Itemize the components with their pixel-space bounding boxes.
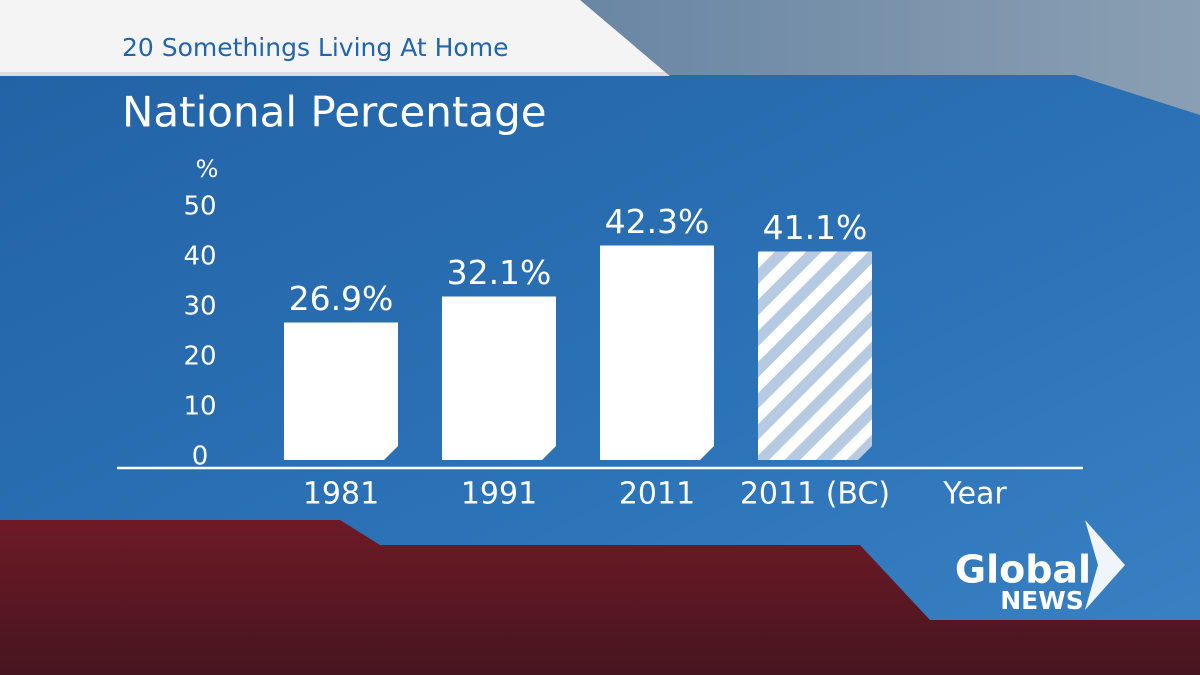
y-axis-label: %: [196, 155, 219, 183]
x-tick-label: 1991: [461, 477, 537, 512]
bar: [284, 322, 398, 460]
y-tick-label: 30: [183, 292, 216, 322]
logo-sub: NEWS: [1000, 586, 1084, 615]
value-label: 32.1%: [447, 253, 552, 292]
logo-name: Global: [955, 548, 1091, 592]
y-tick-label: 10: [183, 392, 216, 422]
subtitle: 20 Somethings Living At Home: [122, 33, 508, 62]
chart-title: National Percentage: [122, 88, 547, 137]
y-tick-label: 40: [183, 242, 216, 272]
value-label: 42.3%: [605, 202, 710, 241]
x-axis-label: Year: [942, 477, 1007, 512]
y-tick-label: 20: [183, 342, 216, 372]
value-label: 26.9%: [289, 279, 394, 318]
value-label: 41.1%: [763, 208, 868, 247]
x-tick-label: 2011: [619, 477, 695, 512]
bar: [600, 245, 714, 460]
y-tick-label: 50: [183, 192, 216, 222]
bar: [758, 251, 872, 460]
bar: [442, 296, 556, 460]
x-tick-label: 1981: [303, 477, 379, 512]
y-tick-label: 0: [192, 442, 209, 472]
x-tick-label: 2011 (BC): [740, 477, 890, 512]
